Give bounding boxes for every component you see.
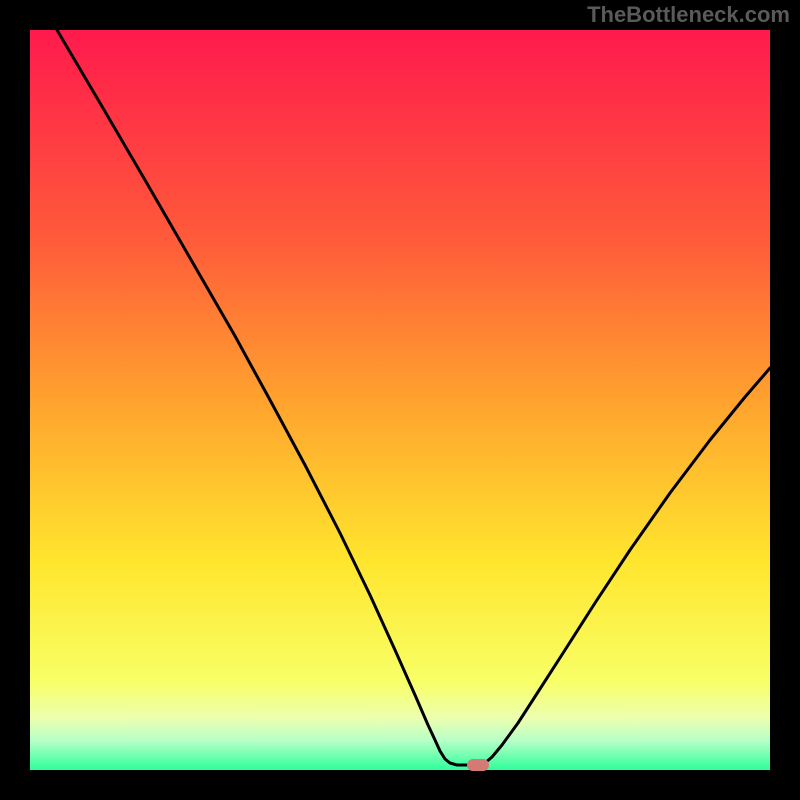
site-watermark: TheBottleneck.com bbox=[587, 2, 790, 28]
chart-plot-area bbox=[30, 30, 770, 770]
optimal-point-marker bbox=[467, 759, 489, 771]
bottleneck-curve-svg bbox=[30, 30, 770, 770]
bottleneck-curve bbox=[57, 30, 770, 765]
